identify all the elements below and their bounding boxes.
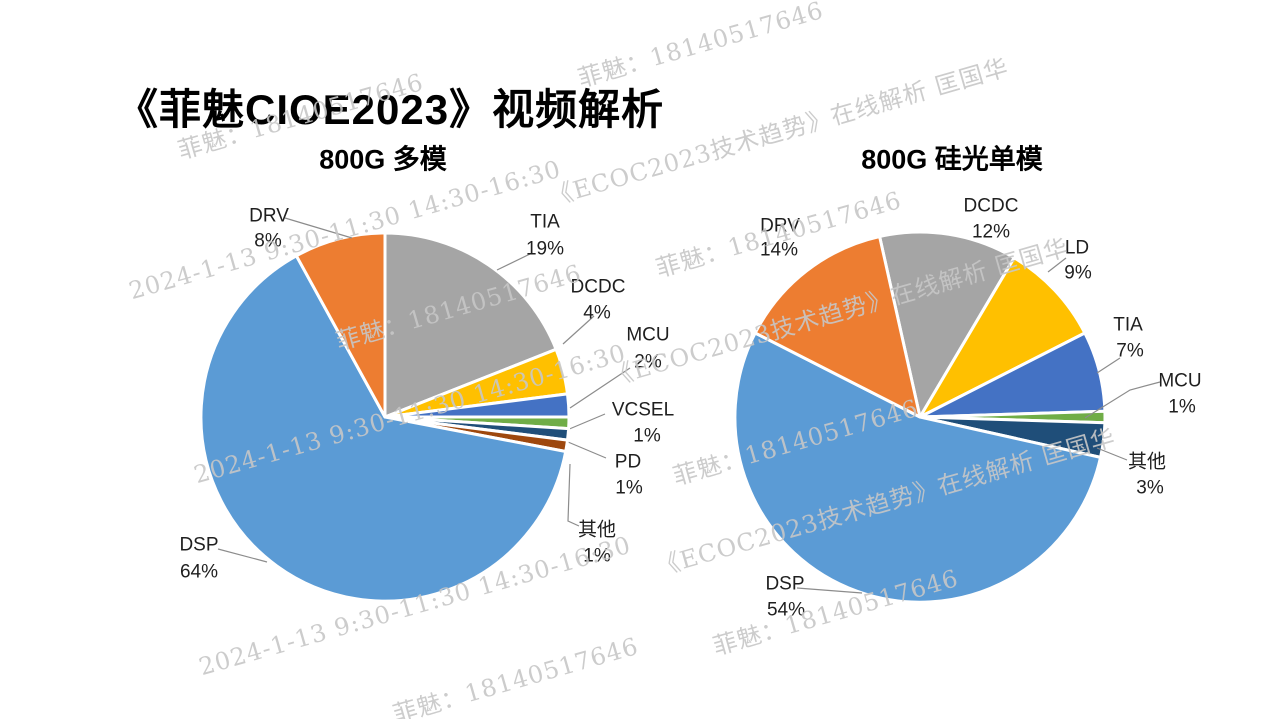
slice-label-TIA: TIA (1113, 314, 1143, 336)
slice-label-DCDC: DCDC (570, 276, 626, 298)
slice-value-MCU: 2% (634, 351, 662, 373)
leader-line-VCSEL (566, 413, 606, 431)
slice-value-MCU: 1% (1168, 396, 1196, 418)
pie-slice-LD (918, 256, 1087, 419)
slice-label-DCDC: DCDC (963, 195, 1019, 217)
leader-line-TIA (496, 253, 531, 271)
slice-value-TIA: 7% (1116, 340, 1144, 362)
slice-label-DRV: DRV (760, 215, 800, 237)
slice-value-DSP: 64% (179, 561, 219, 583)
slice-label-DSP: DSP (179, 534, 219, 556)
chart-title-siph-singlemode: 800G 硅光单模 (861, 144, 1043, 175)
pie-slice-DCDC (878, 230, 1016, 419)
slice-label-MCU: MCU (1158, 370, 1202, 392)
slice-label-DRV: DRV (249, 205, 289, 227)
slice-value-DRV: 14% (759, 239, 799, 261)
leader-line-其他 (567, 463, 580, 527)
slice-label-其他: 其他 (577, 519, 617, 541)
page-title: 《菲魅CIOE2023》视频解析 (116, 86, 665, 134)
leader-line-DRV (284, 217, 353, 239)
pie-slice-DRV (753, 235, 922, 419)
leader-line-LD (1047, 257, 1067, 273)
leader-line-DSP (217, 548, 268, 563)
slice-value-PD: 1% (615, 477, 643, 499)
leader-line-TIA (1096, 357, 1121, 374)
pie-slice-TIA (383, 231, 558, 419)
pie-slice-DSP (733, 331, 1102, 604)
leader-line-其他 (1096, 447, 1128, 461)
slice-value-其他: 3% (1136, 477, 1164, 499)
chart-title-multimode: 800G 多模 (319, 144, 447, 175)
slice-label-TIA: TIA (530, 211, 560, 233)
pie-slice-DSP (199, 254, 568, 603)
slice-value-VCSEL: 1% (633, 425, 661, 447)
leader-line-DSP (796, 587, 863, 594)
slice-label-DSP: DSP (765, 573, 805, 595)
slice-label-MCU: MCU (626, 324, 670, 346)
slice-value-DRV: 8% (254, 230, 282, 252)
pie-slice-DRV (294, 231, 387, 419)
slice-label-其他: 其他 (1127, 451, 1167, 473)
slice-label-PD: PD (614, 451, 642, 473)
slice-value-DSP: 54% (766, 599, 806, 621)
leader-line-DCDC (562, 315, 595, 345)
slice-value-TIA: 19% (525, 238, 565, 260)
leader-line-PD (567, 441, 607, 459)
leader-line-MCU (1084, 381, 1161, 419)
slice-label-VCSEL: VCSEL (611, 399, 675, 421)
slice-value-DCDC: 12% (971, 221, 1011, 243)
slice-value-LD: 9% (1064, 262, 1092, 284)
slice-label-LD: LD (1064, 237, 1090, 259)
slice-value-DCDC: 4% (583, 302, 611, 324)
slice-value-其他: 1% (583, 545, 611, 567)
leader-line-MCU (569, 367, 631, 409)
